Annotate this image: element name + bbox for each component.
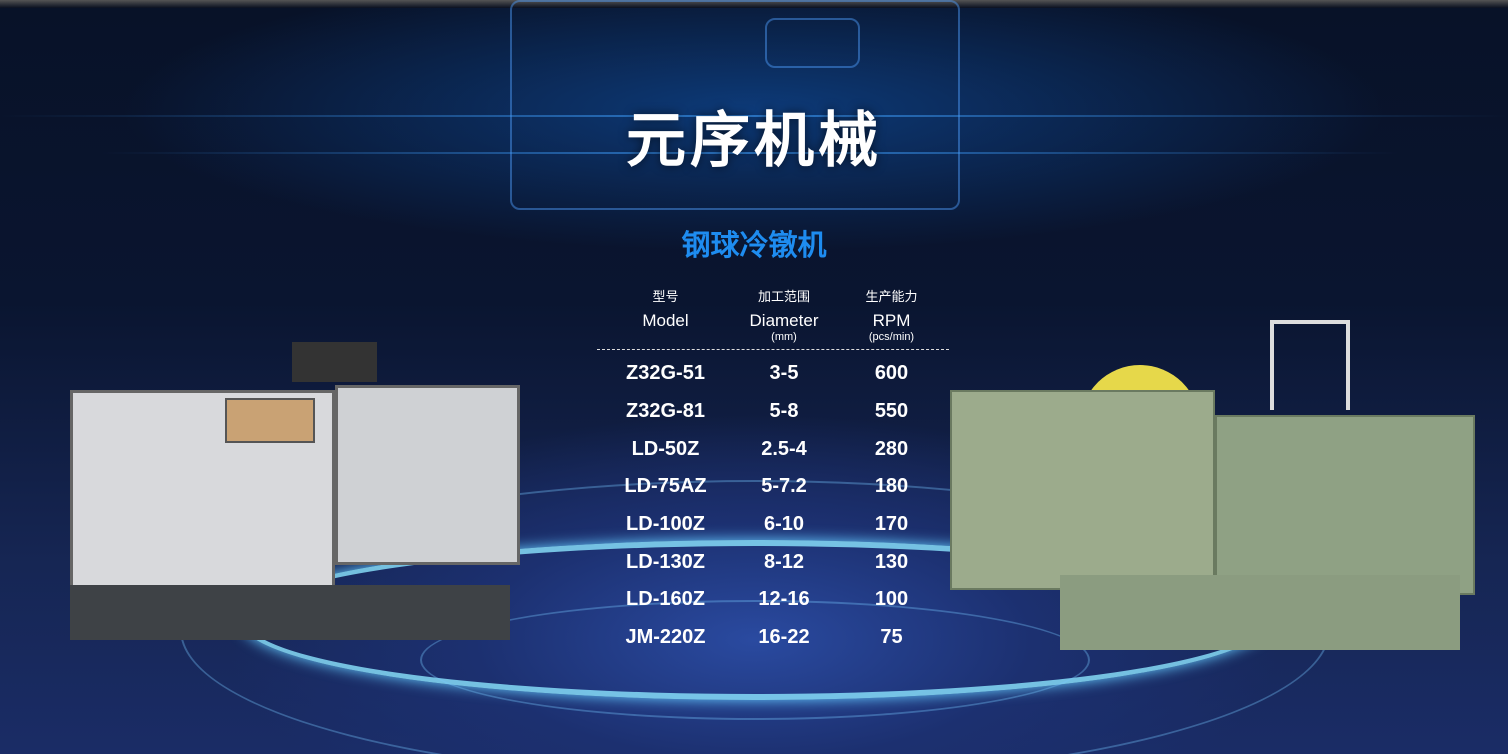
cell-diameter: 6-10 [763,513,805,536]
table-row: Z32G-51 3-5 600 [597,355,949,393]
table-row: LD-50Z 2.5-4 280 [597,430,949,468]
cell-diameter: 5-8 [769,400,799,423]
page-title: 元序机械 [626,107,882,174]
table-row: Z32G-81 5-8 550 [597,393,949,431]
cell-model: LD-75AZ [624,475,707,498]
cell-rpm: 75 [880,626,903,649]
background-machine-outline [510,0,960,210]
cell-diameter: 3-5 [769,362,799,385]
header-cn: 生产能力 [865,289,918,304]
header-unit: (mm) [771,331,797,343]
cell-diameter: 12-16 [758,588,810,611]
light-streak [100,152,1400,154]
floor-ring [420,600,1090,720]
table-row: JM-220Z 16-22 75 [597,619,949,657]
machine-image-left [70,320,520,640]
table-row: LD-75AZ 5-7.2 180 [597,468,949,506]
header-cn: 型号 [652,289,679,304]
cell-diameter: 2.5-4 [761,437,807,460]
cell-rpm: 130 [874,550,909,573]
cell-rpm: 600 [874,362,909,385]
column-header-rpm: 生产能力 RPM (pcs/min) [834,284,949,349]
cell-rpm: 100 [874,588,909,611]
table-row: LD-130Z 8-12 130 [597,543,949,581]
light-streak [0,115,1508,117]
column-header-diameter: 加工范围 Diameter (mm) [734,284,834,349]
background-machine-window [765,18,860,68]
cell-diameter: 16-22 [758,626,810,649]
top-bar [0,0,1508,8]
cell-model: LD-50Z [631,437,700,460]
header-en: Diameter [749,311,819,330]
section-title: 钢球冷镦机 [681,230,827,262]
cell-model: Z32G-81 [626,400,705,423]
table-row: LD-160Z 12-16 100 [597,581,949,619]
cell-model: LD-130Z [626,550,705,573]
cell-model: LD-160Z [626,588,705,611]
cell-rpm: 180 [874,475,909,498]
spec-table: 型号 Model 加工范围 Diameter (mm) 生产能力 RPM (pc… [597,284,949,657]
header-en: RPM [872,311,911,330]
cell-model: LD-100Z [626,513,705,536]
cell-model: Z32G-51 [626,362,705,385]
header-unit: (pcs/min) [868,331,915,343]
header-cn: 加工范围 [757,289,810,304]
machine-image-right [950,320,1475,655]
table-row: LD-100Z 6-10 170 [597,506,949,544]
cell-model: JM-220Z [625,626,706,649]
cell-rpm: 550 [874,400,909,423]
cell-diameter: 8-12 [763,550,805,573]
table-header: 型号 Model 加工范围 Diameter (mm) 生产能力 RPM (pc… [597,284,949,350]
cell-rpm: 280 [874,437,909,460]
cell-rpm: 170 [874,513,909,536]
cell-diameter: 5-7.2 [761,475,807,498]
column-header-model: 型号 Model [597,284,734,349]
header-en: Model [642,311,689,330]
